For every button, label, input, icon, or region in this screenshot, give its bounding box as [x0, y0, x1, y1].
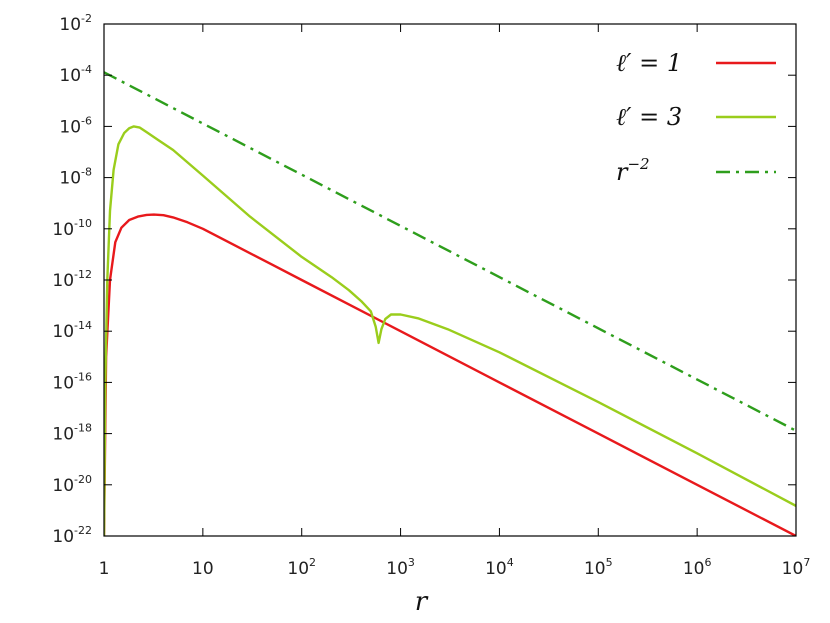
plot-curves [104, 71, 796, 536]
tick-label: 104 [485, 556, 514, 579]
series-line-2 [104, 125, 796, 536]
tick-label: 10-16 [52, 370, 92, 393]
legend: ℓ′ = 1 ℓ′ = 3 r−2 [616, 49, 776, 186]
tick-label: 10-14 [52, 319, 92, 342]
tick-label: 10 [192, 559, 214, 579]
tick-label: 1 [99, 559, 110, 579]
legend-label-3: r−2 [616, 155, 650, 186]
tick-label: 10-6 [59, 114, 92, 137]
tick-label: 105 [584, 556, 613, 579]
tick-label: 10-18 [52, 422, 92, 445]
tick-label: 10-4 [59, 63, 92, 86]
axis-ticks [103, 23, 797, 537]
series-line-3 [104, 71, 796, 432]
tick-label: 102 [287, 556, 316, 579]
tick-label: 10-10 [52, 217, 92, 240]
tick-label: 103 [386, 556, 415, 579]
plot-frame [103, 23, 797, 537]
tick-label: 10-2 [59, 12, 92, 35]
series-line-1 [104, 213, 796, 536]
tick-label: 10-12 [52, 268, 92, 291]
tick-label: 107 [782, 556, 811, 579]
tick-label: 106 [683, 556, 712, 579]
y-tick-labels: 10-2 10-4 10-6 10-8 10-10 10-12 10-14 10-16 10-1… [52, 12, 92, 547]
x-tick-labels: 1 10 102 103 104 105 106 107 [99, 556, 811, 579]
tick-label: 10-8 [59, 166, 92, 189]
legend-label-2: ℓ′ = 3 [616, 103, 682, 131]
tick-label: 10-20 [52, 473, 92, 496]
x-axis-label: r [415, 587, 429, 617]
tick-label: 10-22 [52, 524, 92, 547]
legend-label-1: ℓ′ = 1 [616, 49, 682, 77]
